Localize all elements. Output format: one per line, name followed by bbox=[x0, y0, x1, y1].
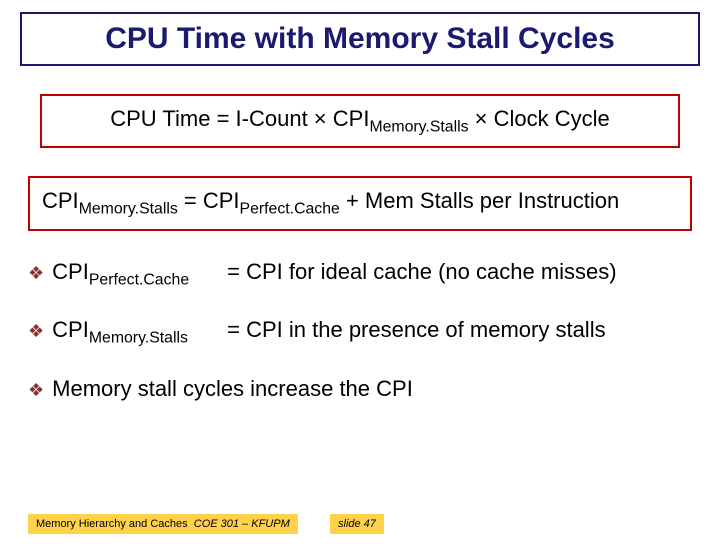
footer-course: COE 301 – KFUPM bbox=[194, 518, 290, 530]
formula1-pre: CPU Time = I-Count × CPI bbox=[110, 106, 369, 131]
title-box: CPU Time with Memory Stall Cycles bbox=[20, 12, 700, 66]
bullet2-term-pre: CPI bbox=[52, 317, 89, 342]
footer-slide: slide 47 bbox=[330, 514, 384, 534]
bullet-memory-stalls: ❖ CPIMemory.Stalls = CPI in the presence… bbox=[28, 317, 692, 347]
bullet2-term-sub: Memory.Stalls bbox=[89, 330, 188, 347]
bullet-perfect-cache: ❖ CPIPerfect.Cache = CPI for ideal cache… bbox=[28, 259, 692, 289]
bullet1-term: CPIPerfect.Cache bbox=[52, 259, 227, 289]
bullet-increase-cpi: ❖ Memory stall cycles increase the CPI bbox=[28, 376, 692, 402]
formula2-mid: = CPI bbox=[178, 188, 240, 213]
formula2-a-sub: Memory.Stalls bbox=[79, 201, 178, 218]
bullet1-def: = CPI for ideal cache (no cache misses) bbox=[227, 259, 616, 285]
bullet2-def: = CPI in the presence of memory stalls bbox=[227, 317, 605, 343]
diamond-icon: ❖ bbox=[28, 380, 44, 401]
bullet3-text: Memory stall cycles increase the CPI bbox=[52, 376, 413, 402]
formula1-sub: Memory.Stalls bbox=[369, 118, 468, 135]
footer-left: Memory Hierarchy and Caches COE 301 – KF… bbox=[28, 514, 298, 534]
slide-title: CPU Time with Memory Stall Cycles bbox=[34, 22, 686, 56]
diamond-icon: ❖ bbox=[28, 321, 44, 342]
formula-cpu-time: CPU Time = I-Count × CPIMemory.Stalls × … bbox=[40, 94, 680, 148]
formula2-a-pre: CPI bbox=[42, 188, 79, 213]
bullet1-term-sub: Perfect.Cache bbox=[89, 271, 189, 288]
formula2-b-sub: Perfect.Cache bbox=[240, 201, 340, 218]
footer-topic: Memory Hierarchy and Caches bbox=[36, 518, 188, 530]
bullet-list: ❖ CPIPerfect.Cache = CPI for ideal cache… bbox=[28, 259, 692, 402]
bullet2-term: CPIMemory.Stalls bbox=[52, 317, 227, 347]
formula1-text: CPU Time = I-Count × CPIMemory.Stalls × … bbox=[110, 106, 610, 131]
formula1-post: × Clock Cycle bbox=[469, 106, 610, 131]
formula2-post: + Mem Stalls per Instruction bbox=[340, 188, 619, 213]
bullet1-term-pre: CPI bbox=[52, 259, 89, 284]
formula2-text: CPIMemory.Stalls = CPIPerfect.Cache + Me… bbox=[42, 188, 619, 213]
formula-cpi-memory: CPIMemory.Stalls = CPIPerfect.Cache + Me… bbox=[28, 176, 692, 230]
footer: Memory Hierarchy and Caches COE 301 – KF… bbox=[0, 514, 720, 534]
diamond-icon: ❖ bbox=[28, 263, 44, 284]
